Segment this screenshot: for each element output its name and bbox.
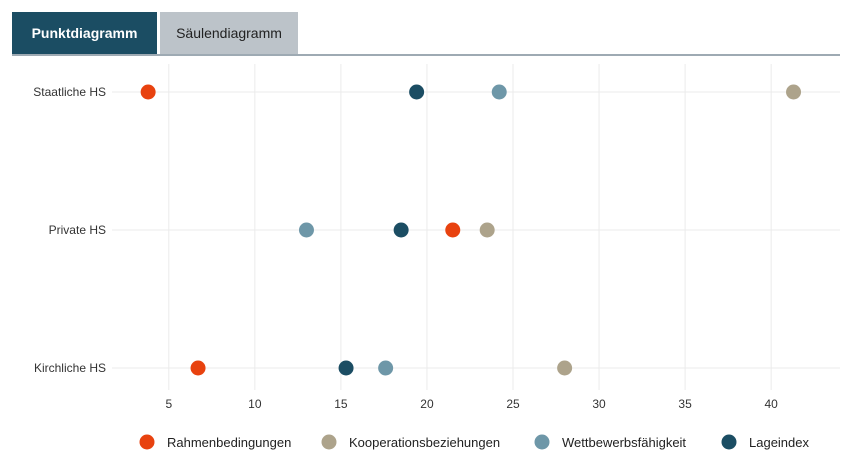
data-points xyxy=(140,84,802,376)
legend-marker xyxy=(321,434,337,450)
data-point[interactable] xyxy=(338,360,354,376)
data-point[interactable] xyxy=(393,222,409,238)
x-tick-label: 5 xyxy=(165,397,172,411)
legend-marker xyxy=(139,434,155,450)
y-category-label: Private HS xyxy=(49,223,106,237)
data-point[interactable] xyxy=(491,84,507,100)
x-tick-label: 20 xyxy=(420,397,434,411)
data-point[interactable] xyxy=(140,84,156,100)
legend-label: Lageindex xyxy=(749,435,809,450)
x-tick-label: 35 xyxy=(678,397,692,411)
legend: Rahmenbedingungen Kooperationsbeziehungen… xyxy=(139,434,809,450)
y-category-label: Kirchliche HS xyxy=(34,361,106,375)
data-point[interactable] xyxy=(786,84,802,100)
tab-saeulendiagramm[interactable]: Säulendiagramm xyxy=(160,12,298,54)
data-point[interactable] xyxy=(445,222,461,238)
data-point[interactable] xyxy=(378,360,394,376)
legend-marker xyxy=(721,434,737,450)
y-axis-labels: Staatliche HS Private HS Kirchliche HS xyxy=(33,85,106,375)
legend-marker xyxy=(534,434,550,450)
data-point[interactable] xyxy=(409,84,425,100)
x-tick-label: 15 xyxy=(334,397,348,411)
grid-lines xyxy=(112,64,840,390)
legend-label: Kooperationsbeziehungen xyxy=(349,435,500,450)
x-axis-ticks: 5 10 15 20 25 30 35 40 xyxy=(165,397,778,411)
tab-bar: Punktdiagramm Säulendiagramm xyxy=(12,12,840,56)
data-point[interactable] xyxy=(557,360,573,376)
data-point[interactable] xyxy=(479,222,495,238)
tab-punktdiagramm[interactable]: Punktdiagramm xyxy=(12,12,157,54)
x-tick-label: 25 xyxy=(506,397,520,411)
legend-label: Rahmenbedingungen xyxy=(167,435,291,450)
data-point[interactable] xyxy=(190,360,206,376)
x-tick-label: 40 xyxy=(764,397,778,411)
data-point[interactable] xyxy=(298,222,314,238)
x-tick-label: 30 xyxy=(592,397,606,411)
x-tick-label: 10 xyxy=(248,397,262,411)
y-category-label: Staatliche HS xyxy=(33,85,106,99)
legend-label: Wettbewerbsfähigkeit xyxy=(562,435,686,450)
